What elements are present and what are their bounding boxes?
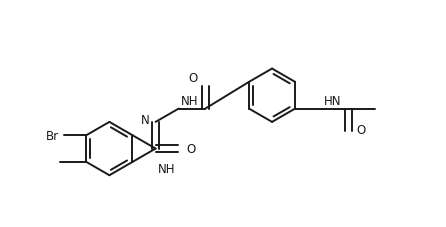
Text: O: O: [188, 72, 198, 85]
Text: Br: Br: [45, 129, 59, 142]
Text: N: N: [141, 114, 150, 127]
Text: O: O: [356, 123, 366, 136]
Text: O: O: [186, 142, 195, 155]
Text: NH: NH: [157, 163, 175, 176]
Text: NH: NH: [181, 94, 198, 107]
Text: HN: HN: [324, 94, 341, 107]
